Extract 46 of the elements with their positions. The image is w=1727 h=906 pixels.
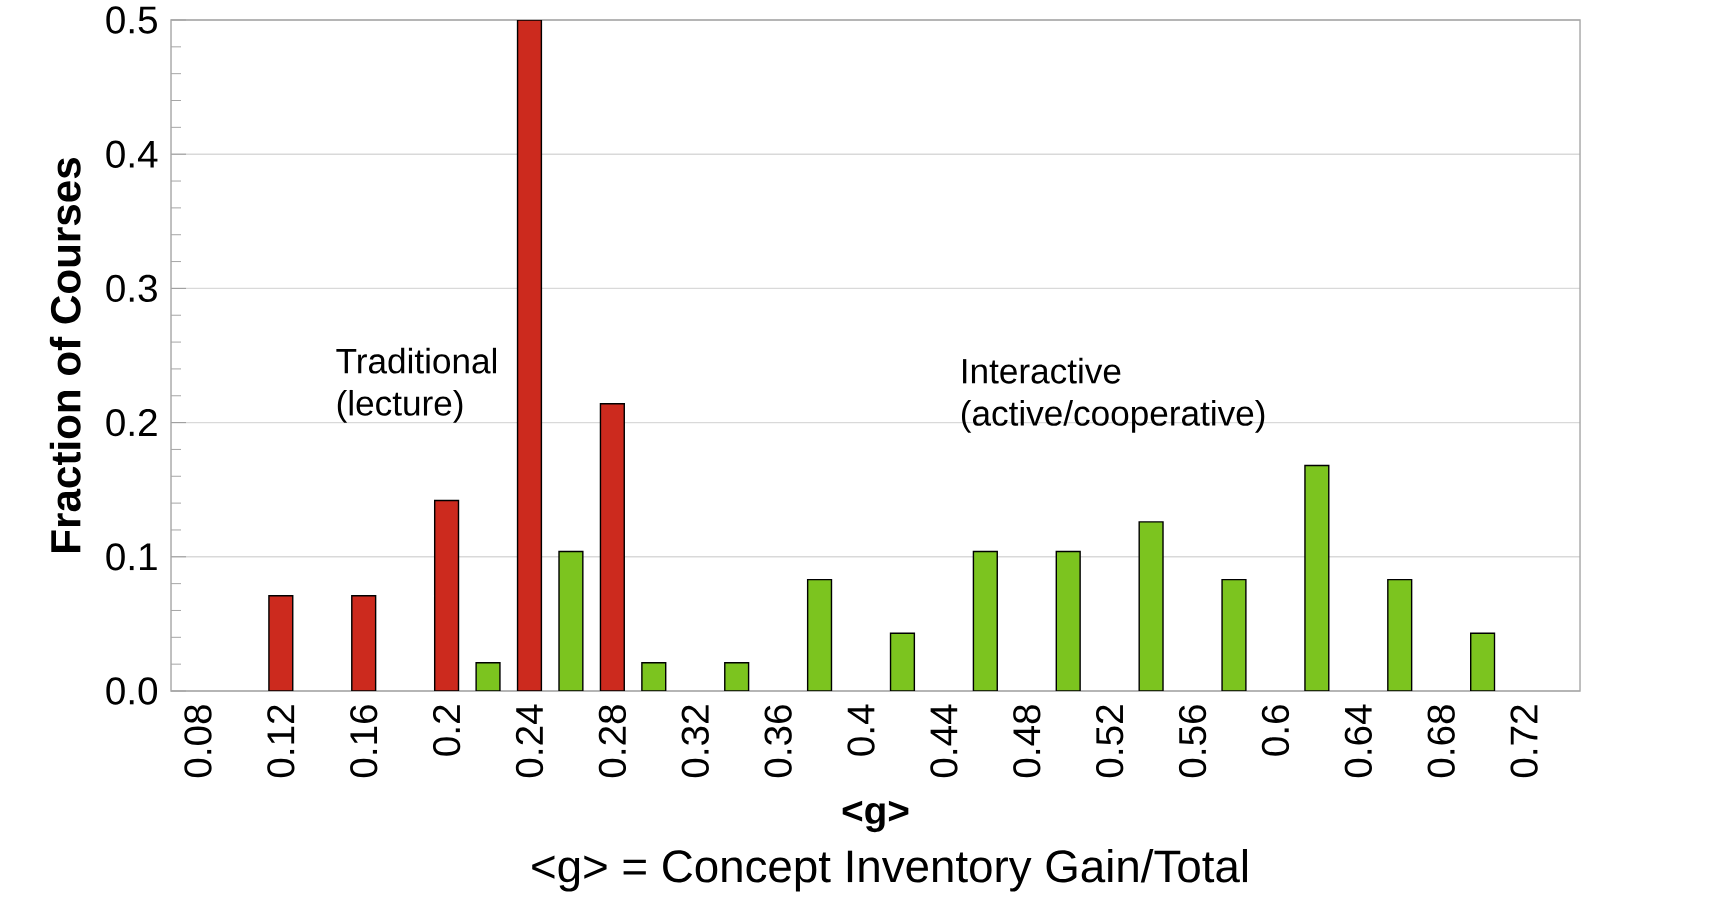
- x-axis-title: <g>: [842, 800, 909, 833]
- annotation: Interactive (active/cooperative): [961, 357, 1265, 433]
- x-tick-label: 0.28: [598, 705, 627, 778]
- bar: [972, 550, 998, 691]
- x-tick-label: 0.56: [1178, 705, 1207, 778]
- bar: [475, 662, 501, 691]
- bar: [599, 403, 625, 691]
- x-tick-label: 0.68: [1427, 705, 1455, 778]
- y-tick-label: 0.1: [106, 543, 157, 571]
- x-tick-label: 0.24: [515, 704, 544, 778]
- bar: [1304, 464, 1330, 691]
- bar: [1387, 578, 1413, 691]
- x-tick-label: 0.12: [267, 705, 295, 778]
- x-tick-label: 0.52: [1096, 705, 1124, 778]
- x-tick-label: 0.44: [930, 704, 958, 778]
- x-tick-label: 0.4: [847, 704, 875, 756]
- x-tick-label: 0.6: [1261, 705, 1290, 756]
- bar: [1470, 632, 1496, 691]
- bar: [351, 595, 377, 691]
- annotation: Traditional (lecture): [336, 347, 497, 423]
- x-tick-label: 0.16: [350, 705, 378, 778]
- x-tick-label: 0.48: [1013, 705, 1041, 778]
- bar: [889, 632, 916, 691]
- y-tick-label: 0.3: [106, 274, 157, 303]
- text: <g> = Concept Inventory Gain/Total: [532, 848, 1247, 892]
- bar: [1138, 521, 1164, 691]
- x-tick-label: 0.36: [764, 705, 792, 778]
- bar: [433, 499, 460, 691]
- bar: [268, 595, 294, 691]
- bar: [641, 662, 667, 691]
- x-tick-label: 0.2: [432, 705, 461, 756]
- y-tick-label: 0.4: [106, 140, 158, 168]
- x-tick-label: 0.72: [1510, 705, 1538, 778]
- y-axis-title: Fraction of Courses: [49, 158, 81, 552]
- bar: [806, 578, 833, 691]
- bar: [558, 550, 584, 691]
- y-tick-label: 0.2: [106, 408, 157, 437]
- y-tick-label: 0.5: [106, 6, 157, 34]
- y-tick-label: 0.0: [106, 677, 158, 705]
- x-tick-label: 0.32: [681, 705, 709, 778]
- x-tick-label: 0.08: [184, 705, 212, 778]
- x-tick-label: 0.64: [1344, 704, 1372, 778]
- bar: [516, 20, 543, 691]
- bar: [1055, 550, 1081, 691]
- bar: [1221, 578, 1247, 691]
- bar: [724, 662, 750, 691]
